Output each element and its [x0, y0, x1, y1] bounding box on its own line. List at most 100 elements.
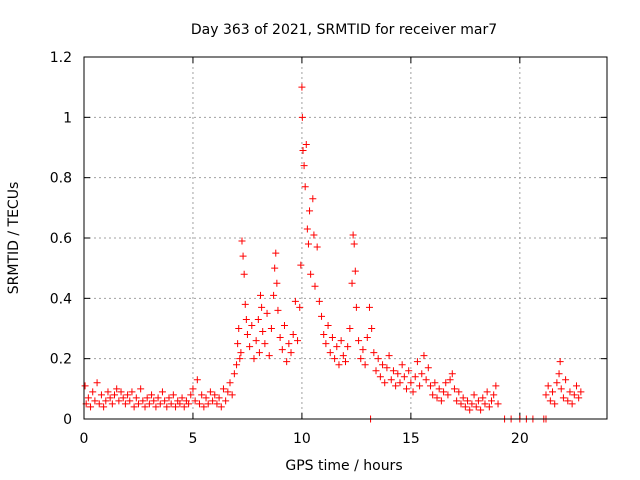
data-point	[470, 391, 478, 399]
data-point	[233, 361, 241, 369]
data-point	[204, 400, 212, 408]
data-point	[361, 361, 369, 369]
data-point	[211, 391, 219, 399]
data-point	[488, 397, 496, 405]
data-point	[328, 334, 336, 342]
data-point	[365, 303, 373, 311]
data-point	[156, 400, 164, 408]
data-point	[435, 385, 443, 393]
data-point	[492, 382, 500, 390]
data-point	[450, 385, 458, 393]
data-point	[546, 397, 554, 405]
data-point	[81, 382, 89, 390]
data-point	[359, 346, 367, 354]
data-point	[413, 358, 421, 366]
data-point	[557, 385, 565, 393]
data-point	[474, 397, 482, 405]
data-point	[263, 309, 271, 317]
data-point	[553, 379, 561, 387]
data-point	[422, 376, 430, 384]
data-point	[304, 240, 312, 248]
data-point	[276, 334, 284, 342]
data-point	[215, 394, 223, 402]
data-point	[457, 400, 465, 408]
data-point	[91, 397, 99, 405]
data-point	[437, 397, 445, 405]
data-point	[242, 315, 250, 323]
data-point	[139, 397, 147, 405]
data-point	[455, 388, 463, 396]
data-point	[315, 297, 323, 305]
data-point	[126, 397, 134, 405]
y-tick-label: 0.8	[50, 171, 72, 187]
data-point	[381, 379, 389, 387]
data-point	[420, 352, 428, 360]
data-point	[542, 391, 550, 399]
data-point	[165, 394, 173, 402]
data-point	[285, 340, 293, 348]
data-point	[370, 349, 378, 357]
data-point	[148, 391, 156, 399]
data-point	[363, 334, 371, 342]
data-point	[113, 385, 121, 393]
x-axis-label: GPS time / hours	[285, 458, 402, 474]
data-point	[575, 394, 583, 402]
data-point	[337, 337, 345, 345]
data-point	[396, 379, 404, 387]
data-point	[239, 252, 247, 260]
data-point	[372, 367, 380, 375]
data-point	[398, 361, 406, 369]
data-point	[209, 397, 217, 405]
data-point	[424, 364, 432, 372]
data-point	[172, 403, 180, 411]
data-point	[187, 391, 195, 399]
data-point	[429, 391, 437, 399]
data-point	[246, 343, 254, 351]
data-point	[257, 291, 265, 299]
data-point	[494, 400, 502, 408]
data-point	[472, 403, 480, 411]
y-tick-label: 0.2	[50, 352, 72, 368]
x-tick-label: 20	[511, 431, 529, 447]
data-point	[158, 388, 166, 396]
data-point	[100, 403, 108, 411]
data-point	[431, 379, 439, 387]
data-point	[298, 83, 306, 91]
data-point	[217, 403, 225, 411]
data-point	[309, 195, 317, 203]
data-point	[446, 376, 454, 384]
data-point	[564, 397, 572, 405]
data-point	[176, 400, 184, 408]
data-point	[453, 397, 461, 405]
data-point	[189, 385, 197, 393]
data-point	[442, 379, 450, 387]
data-points	[81, 83, 585, 423]
data-point	[296, 303, 304, 311]
data-point	[250, 355, 258, 363]
data-point	[271, 264, 279, 272]
data-point	[320, 331, 328, 339]
data-point	[339, 352, 347, 360]
data-point	[342, 358, 349, 366]
data-point	[132, 394, 140, 402]
data-point	[335, 361, 343, 369]
data-point	[555, 370, 563, 378]
data-point	[551, 400, 559, 408]
data-point	[130, 403, 138, 411]
data-point	[291, 297, 299, 305]
data-point	[433, 394, 441, 402]
data-point	[193, 376, 201, 384]
x-tick-label: 10	[293, 431, 311, 447]
data-point	[385, 352, 393, 360]
data-point	[254, 315, 262, 323]
data-point	[403, 385, 411, 393]
data-point	[368, 325, 376, 332]
data-point	[352, 303, 360, 311]
data-point	[106, 394, 114, 402]
data-point	[311, 282, 319, 290]
data-point	[248, 321, 256, 329]
data-point	[145, 400, 153, 408]
data-point	[344, 343, 352, 351]
